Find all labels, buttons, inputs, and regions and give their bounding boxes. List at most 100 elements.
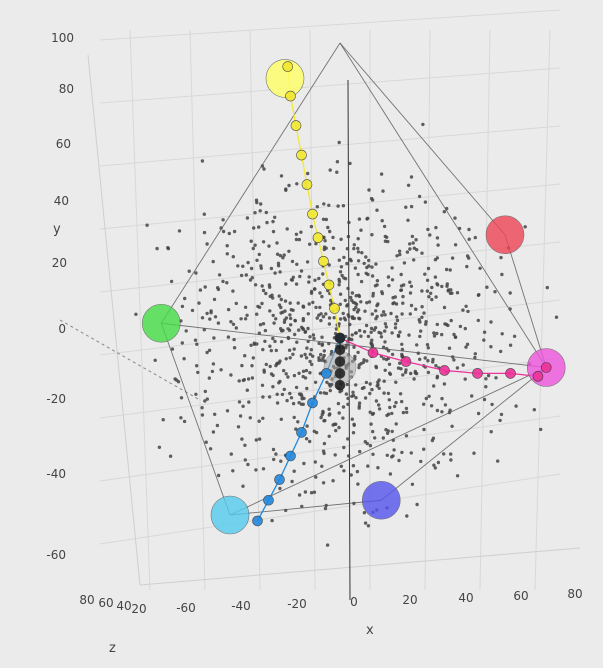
cloud-point [377, 386, 381, 390]
cloud-point [213, 412, 217, 416]
cloud-point [203, 285, 207, 289]
cloud-point [294, 385, 299, 390]
cloud-point [395, 318, 400, 323]
cloud-point [255, 258, 259, 262]
cloud-point [232, 229, 237, 234]
cloud-point [322, 441, 327, 446]
cloud-point [357, 406, 361, 410]
cloud-point [499, 255, 503, 260]
cloud-point [261, 467, 266, 471]
cloud-point [446, 323, 450, 328]
cloud-point [489, 430, 493, 434]
sphere-gray [323, 351, 357, 384]
cloud-point [216, 286, 220, 290]
cloud-point [383, 340, 387, 344]
cloud-point [195, 342, 199, 346]
cloud-point [401, 301, 405, 305]
cloud-point [291, 352, 295, 356]
cloud-point [366, 464, 370, 468]
cloud-point [346, 234, 351, 239]
cloud-point [202, 328, 206, 332]
cloud-point [455, 366, 460, 370]
series-point [282, 61, 294, 72]
series-point [532, 371, 544, 382]
grid-line [189, 29, 206, 591]
hull-edge [229, 367, 547, 516]
cloud-point [346, 402, 350, 406]
cloud-point [335, 170, 339, 174]
cloud-point [297, 401, 301, 405]
series-point [472, 368, 483, 379]
cloud-point [291, 401, 296, 406]
cloud-point [355, 310, 360, 314]
cloud-point [346, 396, 350, 401]
cloud-point [225, 252, 229, 256]
cloud-point [464, 304, 468, 308]
cloud-point [342, 255, 346, 260]
cloud-point [389, 311, 393, 316]
cloud-point [436, 243, 440, 247]
cloud-point [371, 411, 376, 416]
cloud-point [372, 328, 376, 332]
cloud-point [319, 318, 323, 323]
cloud-point [205, 242, 209, 246]
cloud-point [179, 416, 183, 420]
cloud-point [324, 391, 329, 396]
cloud-point [407, 333, 411, 337]
cloud-point [306, 171, 310, 176]
cloud-point [423, 356, 427, 360]
cloud-point [282, 320, 287, 324]
cloud-point [301, 318, 305, 323]
series-point [263, 494, 274, 506]
cloud-point [243, 317, 248, 321]
cloud-point [463, 377, 467, 381]
cloud-point [364, 323, 369, 328]
cloud-point [406, 183, 411, 187]
cloud-point [232, 337, 236, 342]
series-point [367, 347, 379, 359]
cloud-point [484, 385, 488, 389]
cloud-point [284, 357, 288, 361]
cloud-point [427, 295, 431, 299]
cloud-point [317, 276, 321, 281]
cloud-point [493, 290, 497, 294]
cloud-point [418, 320, 422, 324]
cloud-point [362, 261, 366, 266]
series-point [320, 368, 332, 379]
cloud-point [261, 395, 265, 399]
cloud-point [433, 275, 438, 279]
cloud-point [371, 452, 375, 456]
cloud-point [313, 287, 317, 291]
back-grid [59, 9, 581, 601]
y-tick-label: 20 [52, 256, 67, 270]
cloud-point [486, 373, 491, 378]
cloud-point [287, 348, 292, 352]
cloud-point [270, 293, 274, 297]
cloud-point [396, 366, 401, 370]
cloud-point [508, 343, 513, 347]
hull-edge [161, 322, 547, 368]
cloud-point [339, 237, 343, 241]
cloud-point [287, 183, 291, 188]
cloud-point [328, 168, 332, 172]
cloud-point [279, 459, 283, 463]
cloud-point [375, 208, 379, 212]
cloud-point [415, 502, 419, 507]
cloud-point [342, 276, 346, 280]
cloud-point [315, 205, 319, 209]
cloud-point [398, 330, 402, 334]
cloud-point [424, 396, 428, 401]
cloud-point [274, 317, 278, 321]
cloud-point [292, 469, 296, 473]
cloud-point [267, 395, 272, 399]
cloud-point [345, 382, 349, 387]
cloud-point [400, 399, 404, 404]
cloud-point [473, 235, 477, 240]
cloud-point [271, 385, 275, 389]
cloud-point [241, 404, 245, 408]
cloud-point [276, 264, 281, 268]
cloud-point [249, 239, 253, 243]
cloud-point [345, 247, 350, 251]
cloud-point [252, 341, 256, 345]
